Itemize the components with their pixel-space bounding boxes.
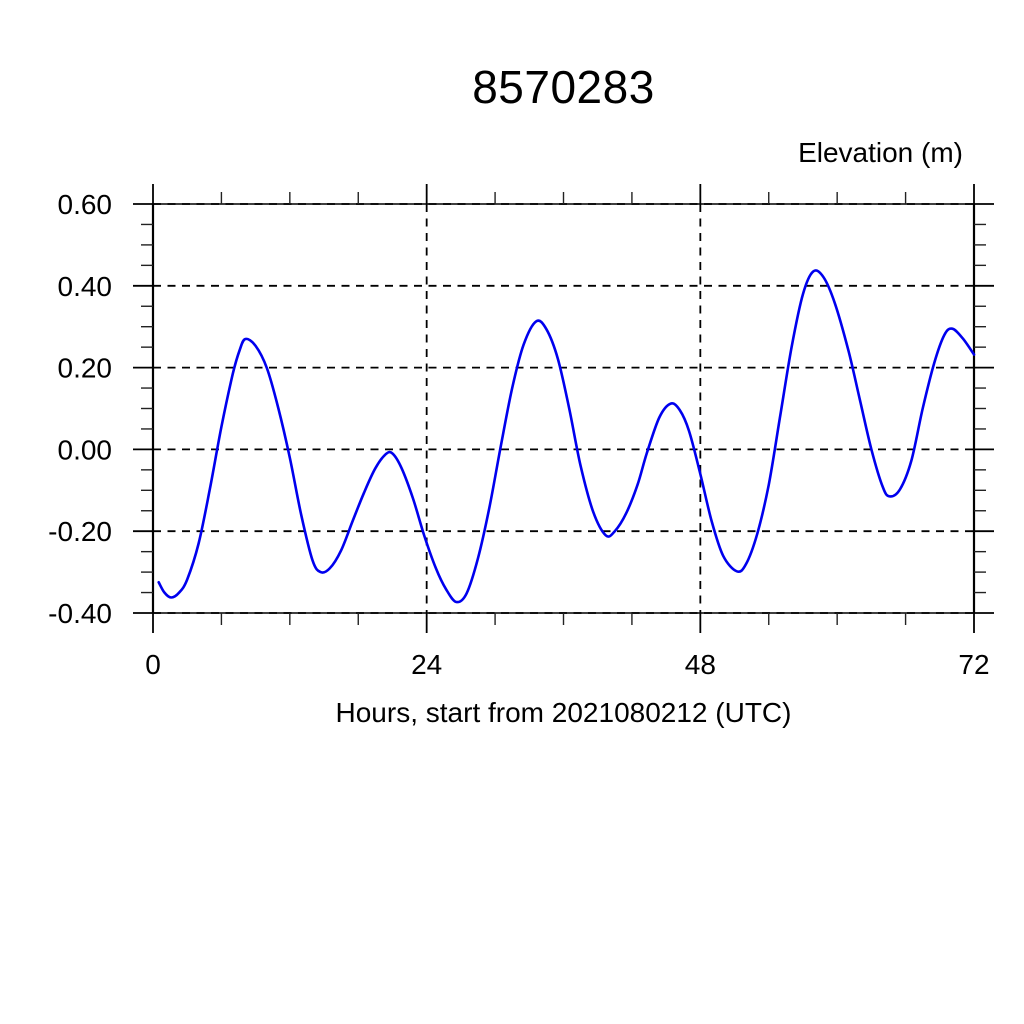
- y-tick-label: 0.20: [58, 353, 113, 384]
- elevation-curve: [157, 269, 976, 604]
- x-tick-label: 0: [145, 649, 161, 680]
- y-tick-label: -0.40: [48, 598, 112, 629]
- x-tick-label: 48: [685, 649, 716, 680]
- y-tick-label: -0.20: [48, 516, 112, 547]
- y-tick-label: 0.60: [58, 189, 113, 220]
- x-tick-label: 24: [411, 649, 442, 680]
- y-tick-label: 0.40: [58, 271, 113, 302]
- x-tick-label: 72: [958, 649, 989, 680]
- y-tick-label: 0.00: [58, 434, 113, 465]
- x-axis-title: Hours, start from 2021080212 (UTC): [335, 697, 792, 728]
- y-axis-unit-label: Elevation (m): [798, 137, 963, 168]
- chart-title: 8570283: [472, 61, 655, 113]
